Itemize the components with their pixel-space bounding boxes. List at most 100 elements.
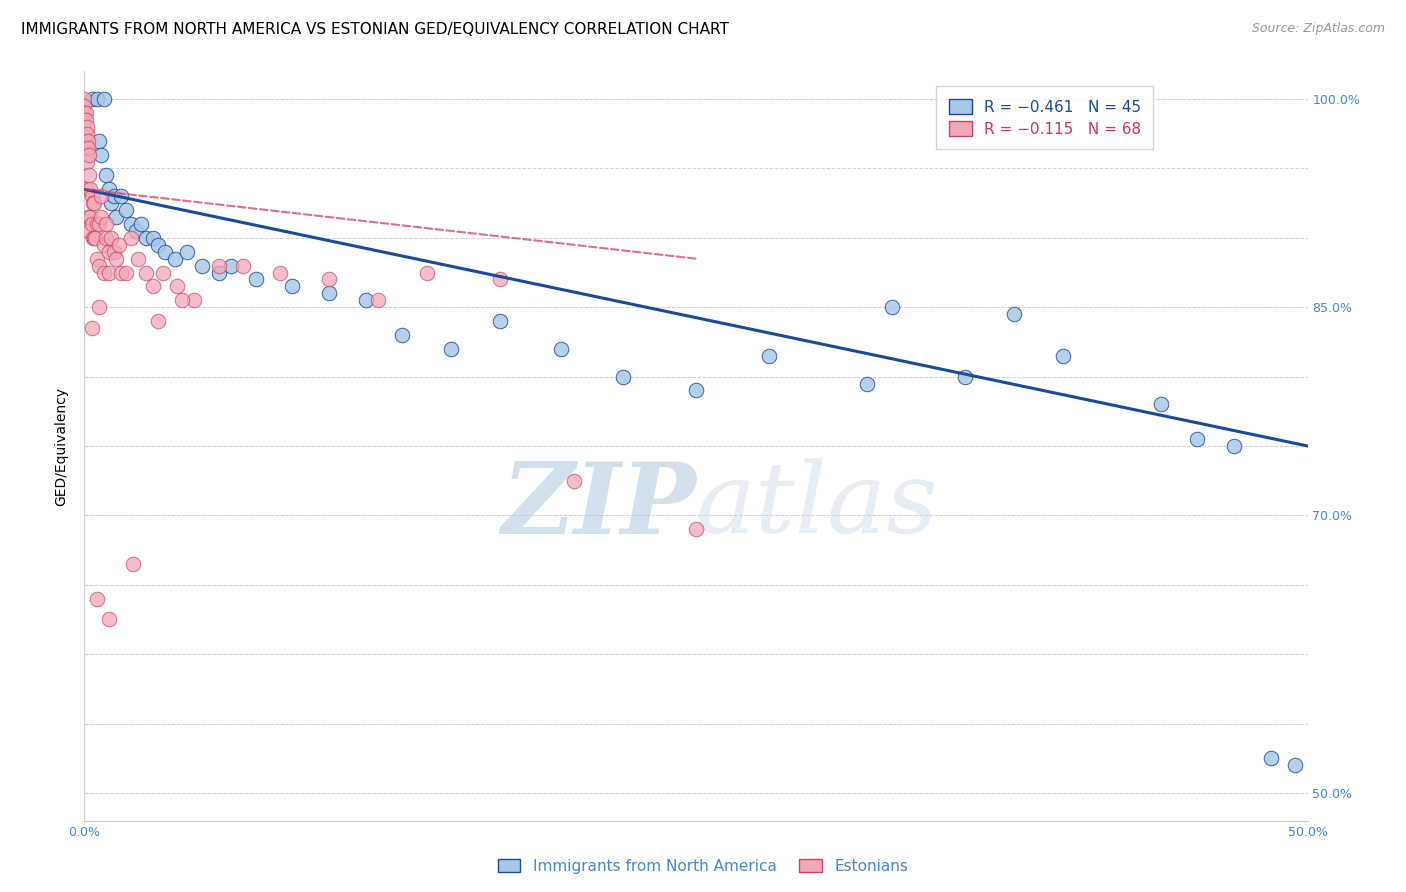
Point <box>120 217 142 231</box>
Point <box>75 106 97 120</box>
Point <box>110 266 132 280</box>
Point <box>79 210 101 224</box>
Point <box>73 92 96 106</box>
Point <box>391 328 413 343</box>
Point <box>107 237 129 252</box>
Point <box>93 92 115 106</box>
Point <box>77 141 100 155</box>
Point <box>100 231 122 245</box>
Point <box>354 293 377 308</box>
Point <box>163 252 186 266</box>
Point <box>76 141 98 155</box>
Point <box>115 203 138 218</box>
Point <box>76 127 98 141</box>
Point <box>416 266 439 280</box>
Point <box>685 384 707 398</box>
Legend: R = −0.461   N = 45, R = −0.115   N = 68: R = −0.461 N = 45, R = −0.115 N = 68 <box>936 87 1153 149</box>
Y-axis label: GED/Equivalency: GED/Equivalency <box>55 386 69 506</box>
Point <box>77 169 100 183</box>
Point <box>880 300 903 314</box>
Point <box>87 217 110 231</box>
Point <box>80 217 103 231</box>
Point <box>83 196 105 211</box>
Point <box>76 182 98 196</box>
Point <box>245 272 267 286</box>
Point <box>86 252 108 266</box>
Point <box>110 189 132 203</box>
Point <box>176 244 198 259</box>
Point <box>86 92 108 106</box>
Point <box>87 134 110 148</box>
Point <box>90 189 112 203</box>
Point <box>96 231 118 245</box>
Point <box>75 134 97 148</box>
Point <box>172 293 194 308</box>
Point <box>166 279 188 293</box>
Point <box>84 231 107 245</box>
Point <box>758 349 780 363</box>
Point <box>489 272 512 286</box>
Point <box>685 522 707 536</box>
Point <box>127 252 149 266</box>
Text: ZIP: ZIP <box>501 458 696 554</box>
Point <box>80 92 103 106</box>
Point <box>90 210 112 224</box>
Point <box>142 279 165 293</box>
Point <box>153 244 176 259</box>
Point <box>97 244 120 259</box>
Point <box>73 106 96 120</box>
Point <box>77 147 100 161</box>
Point <box>86 217 108 231</box>
Point <box>97 612 120 626</box>
Point <box>77 224 100 238</box>
Point <box>269 266 291 280</box>
Point <box>489 314 512 328</box>
Point <box>103 244 125 259</box>
Point <box>93 266 115 280</box>
Point <box>142 231 165 245</box>
Point <box>440 342 463 356</box>
Point <box>281 279 304 293</box>
Point <box>79 182 101 196</box>
Point <box>93 237 115 252</box>
Point <box>80 321 103 335</box>
Legend: Immigrants from North America, Estonians: Immigrants from North America, Estonians <box>492 853 914 880</box>
Point <box>103 189 125 203</box>
Point <box>135 231 157 245</box>
Point <box>129 217 152 231</box>
Point <box>232 259 254 273</box>
Point <box>208 266 231 280</box>
Point <box>562 474 585 488</box>
Point <box>77 134 100 148</box>
Point <box>86 591 108 606</box>
Point <box>120 231 142 245</box>
Point <box>125 224 148 238</box>
Point <box>183 293 205 308</box>
Point <box>318 272 340 286</box>
Point <box>550 342 572 356</box>
Point <box>1284 758 1306 772</box>
Point <box>90 147 112 161</box>
Point <box>97 182 120 196</box>
Point <box>1002 307 1025 321</box>
Point <box>208 259 231 273</box>
Point <box>83 231 105 245</box>
Point <box>105 210 128 224</box>
Point <box>1223 439 1246 453</box>
Point <box>96 169 118 183</box>
Point <box>80 189 103 203</box>
Point <box>146 314 169 328</box>
Point <box>122 557 145 571</box>
Point <box>75 112 97 127</box>
Point <box>152 266 174 280</box>
Point <box>100 196 122 211</box>
Text: Source: ZipAtlas.com: Source: ZipAtlas.com <box>1251 22 1385 36</box>
Point <box>1187 432 1209 446</box>
Point <box>82 231 104 245</box>
Point <box>96 217 118 231</box>
Point <box>367 293 389 308</box>
Point <box>77 210 100 224</box>
Point <box>73 99 96 113</box>
Point <box>1260 751 1282 765</box>
Point <box>953 369 976 384</box>
